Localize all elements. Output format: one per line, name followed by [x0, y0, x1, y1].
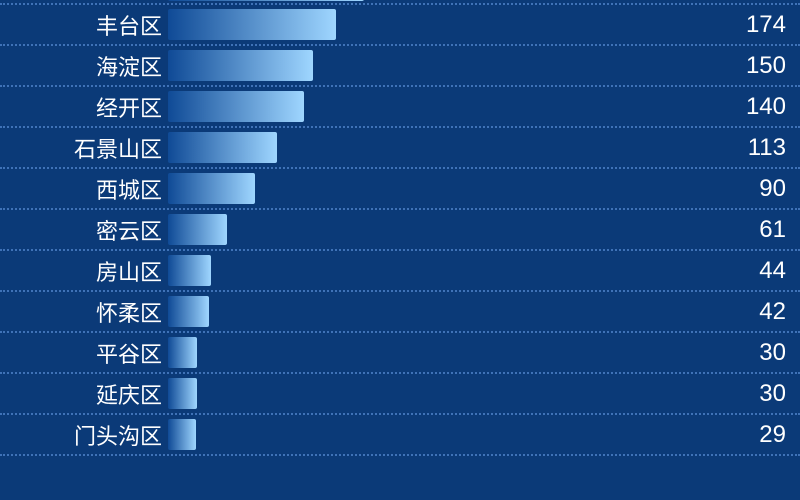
chart-row: 石景山区 113	[0, 128, 800, 169]
bar-area	[168, 128, 710, 167]
bar-area	[168, 374, 710, 413]
row-value: 30	[710, 380, 800, 408]
bar-area	[168, 87, 710, 126]
chart-row: 怀柔区 42	[0, 292, 800, 333]
bar	[168, 50, 313, 81]
row-label: 西城区	[0, 173, 168, 205]
row-value: 140	[710, 93, 800, 121]
bar	[168, 173, 255, 204]
row-label: 延庆区	[0, 378, 168, 410]
bar-area	[168, 210, 710, 249]
row-label: 房山区	[0, 255, 168, 287]
chart-row: 丰台区 174	[0, 5, 800, 46]
row-value: 90	[710, 175, 800, 203]
row-value: 29	[710, 421, 800, 449]
bar-area	[168, 333, 710, 372]
bar	[168, 255, 211, 286]
district-bar-chart: 东城区 202 丰台区 174 海淀区 150 经开区 140 石景山区 113 西城区 90 密云区 6…	[0, 0, 800, 500]
bar-area	[168, 0, 710, 1]
row-label: 石景山区	[0, 132, 168, 164]
row-label: 怀柔区	[0, 296, 168, 328]
row-label: 门头沟区	[0, 419, 168, 451]
bar-area	[168, 169, 710, 208]
bar-area	[168, 5, 710, 44]
bar-area	[168, 251, 710, 290]
bar	[168, 378, 197, 409]
bar-area	[168, 415, 710, 454]
bar-area	[168, 46, 710, 85]
chart-row: 经开区 140	[0, 87, 800, 128]
chart-row: 西城区 90	[0, 169, 800, 210]
row-value: 44	[710, 257, 800, 285]
row-value: 61	[710, 216, 800, 244]
row-value: 202	[710, 0, 800, 1]
row-value: 42	[710, 298, 800, 326]
row-value: 150	[710, 52, 800, 80]
bar	[168, 296, 209, 327]
chart-row: 海淀区 150	[0, 46, 800, 87]
row-label: 海淀区	[0, 50, 168, 82]
chart-row: 密云区 61	[0, 210, 800, 251]
row-label: 平谷区	[0, 337, 168, 369]
chart-row: 门头沟区 29	[0, 415, 800, 456]
bar	[168, 419, 196, 450]
bar-area	[168, 292, 710, 331]
bar	[168, 132, 277, 163]
row-value: 30	[710, 339, 800, 367]
row-value: 174	[710, 11, 800, 39]
chart-row: 平谷区 30	[0, 333, 800, 374]
row-label: 东城区	[0, 0, 168, 1]
bar	[168, 9, 336, 40]
bar	[168, 214, 227, 245]
chart-row: 房山区 44	[0, 251, 800, 292]
chart-row: 延庆区 30	[0, 374, 800, 415]
bar	[168, 91, 304, 122]
row-value: 113	[710, 134, 800, 162]
row-label: 密云区	[0, 214, 168, 246]
row-label: 经开区	[0, 91, 168, 123]
bar	[168, 337, 197, 368]
row-label: 丰台区	[0, 9, 168, 41]
bar	[168, 0, 364, 1]
